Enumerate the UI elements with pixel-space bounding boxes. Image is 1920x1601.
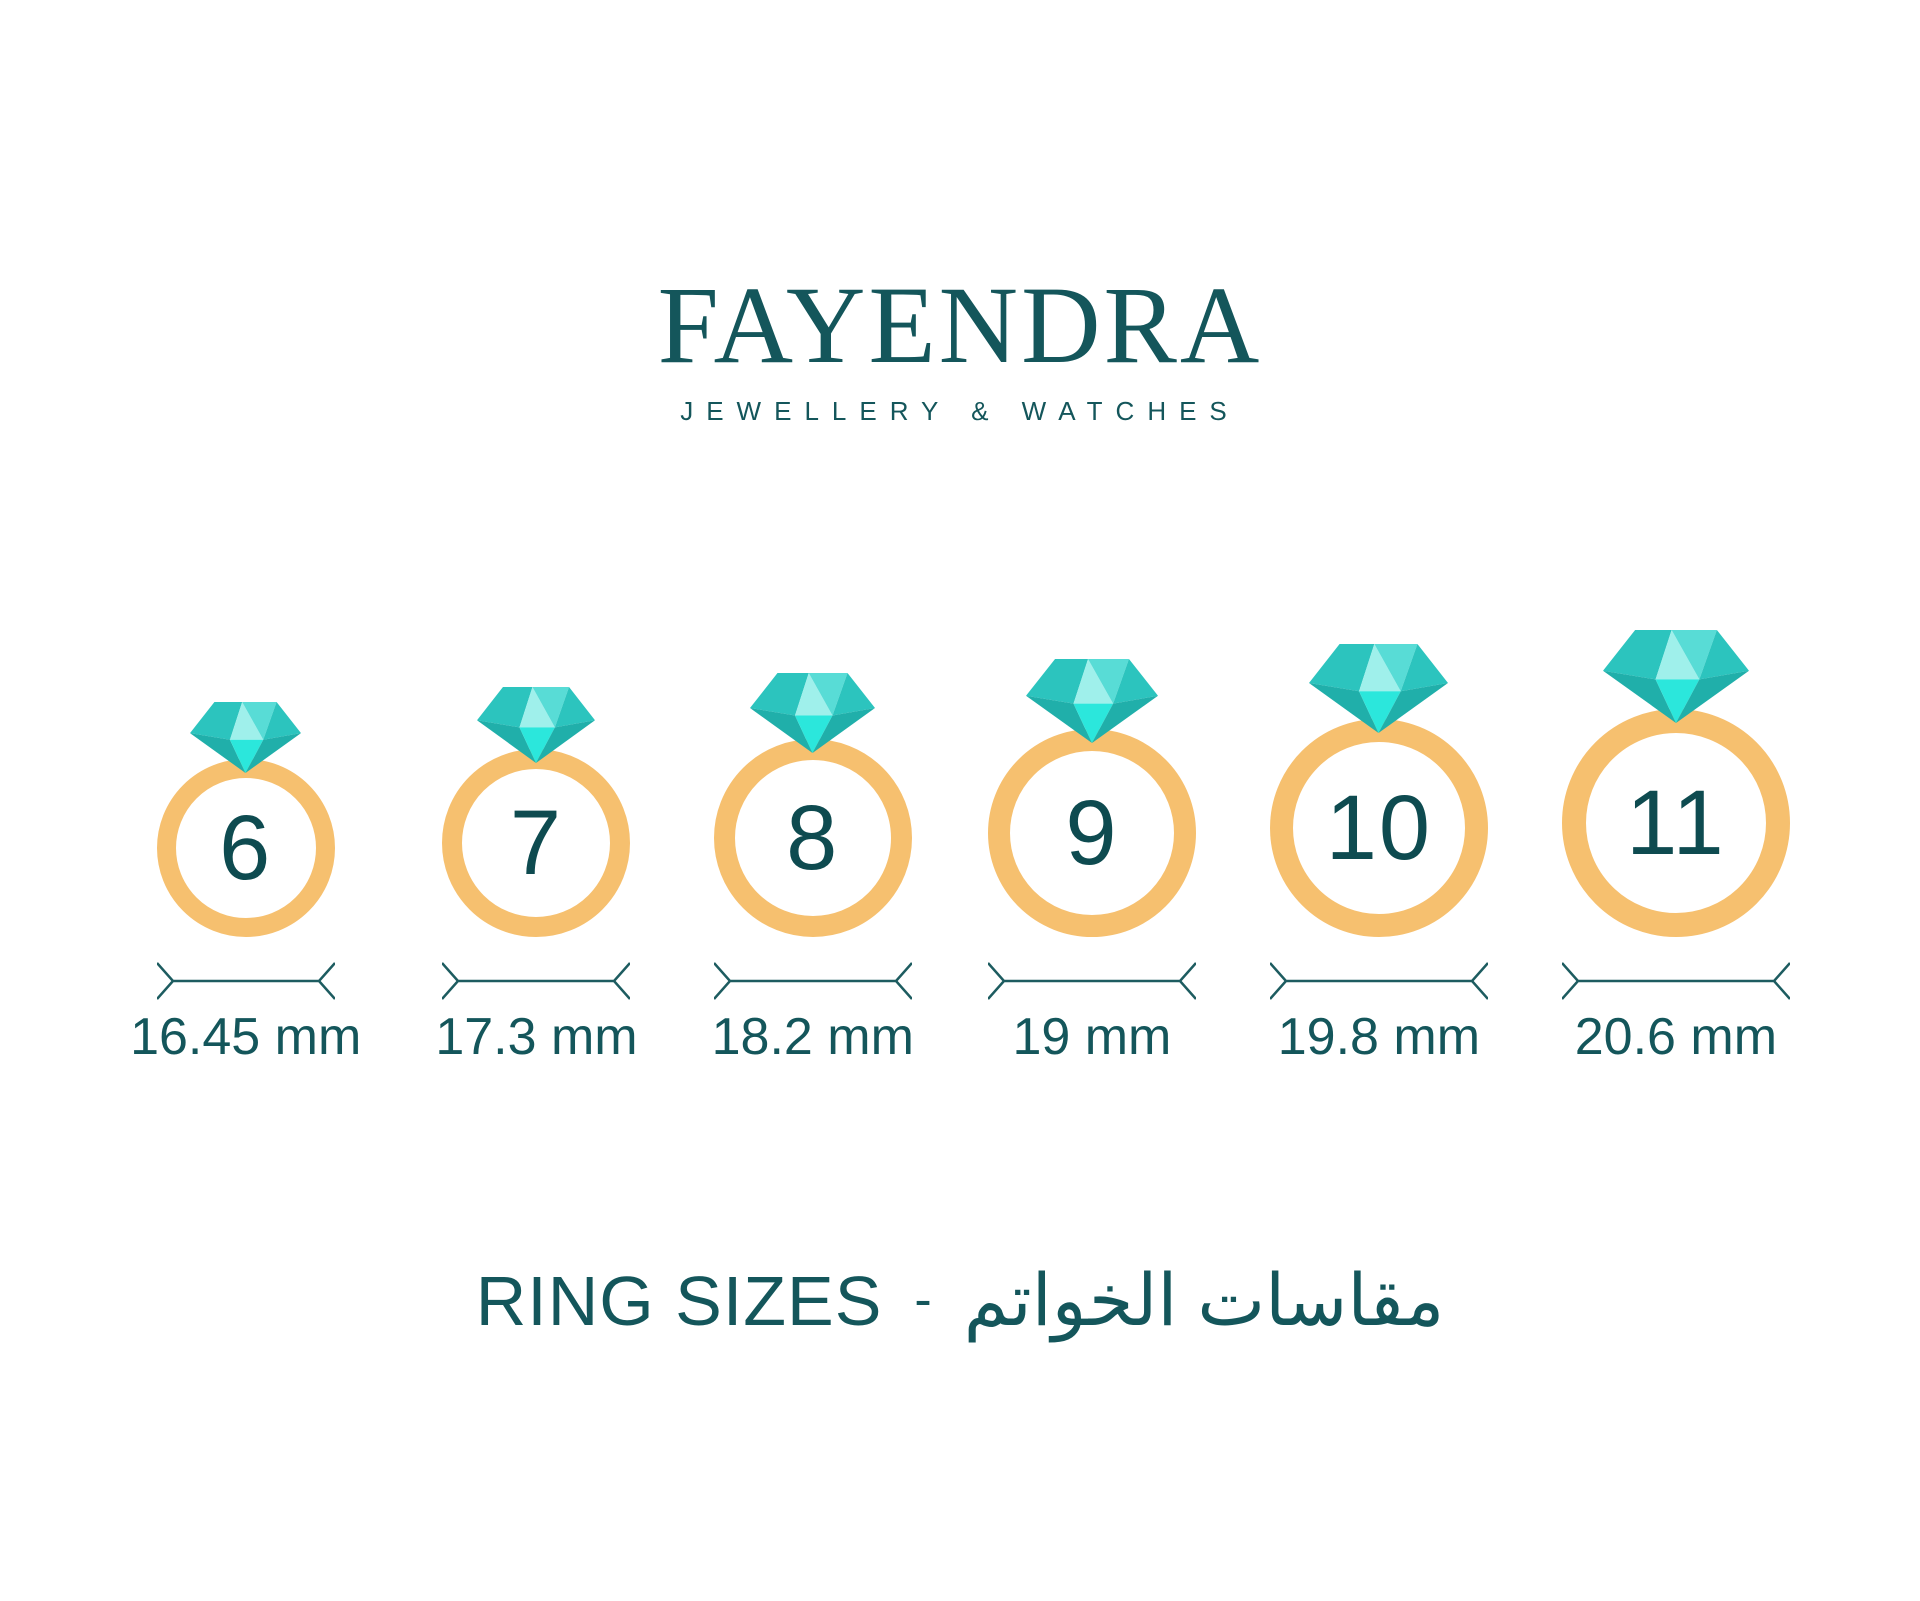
diameter-label: 19.8 mm <box>1277 1008 1481 1066</box>
title-separator: - <box>914 1271 932 1329</box>
diameter-dimension-line <box>1269 962 1488 1000</box>
ring-size-number: 9 <box>1065 782 1119 884</box>
ring-item: 7 17.3 mm <box>435 687 638 1066</box>
ring-band: 10 <box>1269 719 1488 937</box>
diamond-icon <box>477 687 596 763</box>
diameter-label: 19 mm <box>1012 1008 1172 1066</box>
diamond-icon <box>750 673 876 753</box>
ring-band: 7 <box>442 749 631 937</box>
ring-size-number: 6 <box>219 797 273 899</box>
brand-tagline: JEWELLERY & WATCHES <box>680 396 1240 426</box>
ring-size-number: 10 <box>1325 777 1433 879</box>
diameter-dimension-line <box>442 962 631 1000</box>
ring-size-number: 11 <box>1626 772 1726 874</box>
ring-band: 11 <box>1561 709 1790 937</box>
diameter-label: 20.6 mm <box>1574 1008 1778 1066</box>
page-title: RING SIZES - مقاسات الخواتم <box>0 1258 1920 1342</box>
brand-name: FAYENDRA <box>657 264 1263 386</box>
rings-row: 6 16.45 mm 7 17.3 mm <box>0 630 1920 1065</box>
title-english: RING SIZES <box>475 1262 883 1340</box>
ring-band: 6 <box>156 759 335 937</box>
ring-size-number: 7 <box>509 792 564 894</box>
ring-band: 8 <box>713 739 912 937</box>
ring-item: 11 20.6 mm <box>1561 630 1790 1066</box>
diameter-dimension-line <box>713 962 912 1000</box>
diamond-icon <box>1025 659 1158 743</box>
diameter-label: 18.2 mm <box>711 1008 914 1066</box>
ring-item: 10 19.8 mm <box>1269 644 1488 1066</box>
diameter-dimension-line <box>156 962 335 1000</box>
ring-size-number: 8 <box>786 787 840 889</box>
diamond-icon <box>190 702 302 773</box>
diameter-dimension-line <box>1561 962 1790 1000</box>
diamond-icon <box>1602 630 1749 723</box>
diamond-icon <box>1309 644 1449 733</box>
ring-item: 9 19 mm <box>987 659 1196 1066</box>
title-arabic: مقاسات الخواتم <box>963 1261 1445 1341</box>
ring-band: 9 <box>987 729 1196 937</box>
diameter-label: 16.45 mm <box>130 1008 362 1066</box>
ring-item: 8 18.2 mm <box>712 673 914 1065</box>
brand-logo: FAYENDRA JEWELLERY & WATCHES <box>0 270 1920 427</box>
ring-item: 6 16.45 mm <box>130 702 361 1065</box>
diameter-label: 17.3 mm <box>435 1008 638 1066</box>
diameter-dimension-line <box>987 962 1196 1000</box>
